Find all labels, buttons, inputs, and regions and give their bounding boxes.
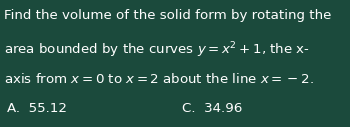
Text: C.  34.96: C. 34.96 <box>182 102 242 115</box>
Text: B.  12.55: B. 12.55 <box>7 126 67 127</box>
Text: Find the volume of the solid form by rotating the: Find the volume of the solid form by rot… <box>4 9 331 22</box>
Text: area bounded by the curves $y = x^2 + 1$, the x-: area bounded by the curves $y = x^2 + 1$… <box>4 41 310 60</box>
Text: A.  55.12: A. 55.12 <box>7 102 67 115</box>
Text: axis from $x = 0$ to $x = 2$ about the line $x = -2$.: axis from $x = 0$ to $x = 2$ about the l… <box>4 72 314 86</box>
Text: D.  96.34: D. 96.34 <box>182 126 243 127</box>
